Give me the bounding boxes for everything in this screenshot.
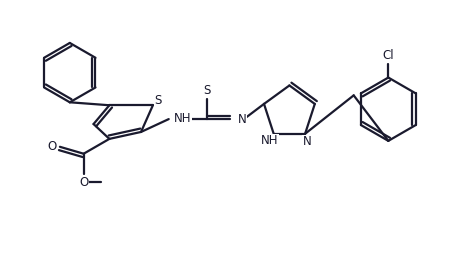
Text: Cl: Cl — [383, 49, 394, 62]
Text: S: S — [204, 84, 211, 97]
Text: NH: NH — [174, 112, 191, 125]
Text: O: O — [79, 176, 88, 189]
Text: O: O — [47, 140, 57, 153]
Text: N: N — [238, 113, 247, 126]
Text: NH: NH — [261, 134, 279, 147]
Text: N: N — [303, 135, 311, 148]
Text: S: S — [154, 94, 161, 107]
